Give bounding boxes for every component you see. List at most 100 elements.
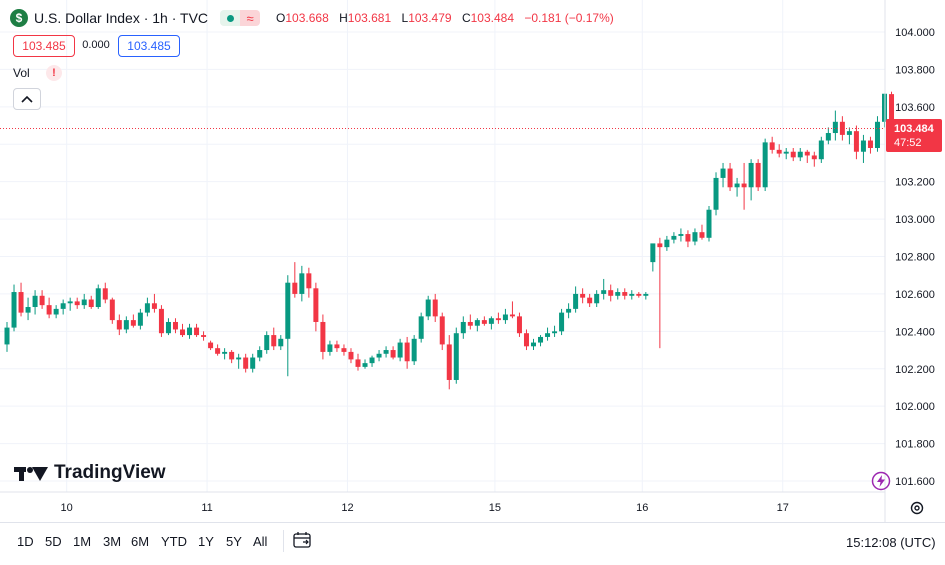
candle-body xyxy=(889,94,895,129)
candle-body xyxy=(194,327,200,336)
candle-body xyxy=(292,282,298,294)
range-button-6m[interactable]: 6M xyxy=(131,534,150,549)
time-tick-label: 10 xyxy=(61,502,73,514)
candle-body xyxy=(109,299,115,321)
collapse-legend-button[interactable] xyxy=(13,88,41,110)
candle-body xyxy=(151,303,157,309)
candle-body xyxy=(734,183,740,188)
candle-body xyxy=(144,303,150,313)
time-tick-label: 15 xyxy=(489,502,501,514)
candle-body xyxy=(818,140,824,160)
change-value: −0.181 (−0.17%) xyxy=(524,11,614,25)
candle-body xyxy=(832,121,838,134)
candle-body xyxy=(741,183,747,188)
last-price-value: 103.484 xyxy=(894,123,934,135)
price-tick-label: 103.800 xyxy=(895,64,935,76)
chevron-up-icon xyxy=(21,95,33,103)
candle-body xyxy=(383,350,389,354)
candle-body xyxy=(165,321,171,334)
candle-body xyxy=(172,321,178,330)
candle-body xyxy=(4,327,10,345)
candle-body xyxy=(552,331,558,334)
range-button-3m[interactable]: 3M xyxy=(103,534,122,549)
candle-body xyxy=(559,312,565,332)
candle-body xyxy=(615,292,621,296)
candle-body xyxy=(573,293,579,309)
time-tick-label: 16 xyxy=(636,502,648,514)
dollar-icon: $ xyxy=(10,9,28,27)
candle-body xyxy=(699,232,705,238)
tradingview-logo[interactable]: TradingView xyxy=(14,462,166,484)
candle-body xyxy=(404,342,410,362)
price-tick-label: 103.200 xyxy=(895,177,935,189)
price-tick-label: 102.600 xyxy=(895,289,935,301)
candle-body xyxy=(18,292,24,313)
market-status-pill[interactable]: ≈ xyxy=(220,10,261,26)
candle-body xyxy=(453,333,459,380)
candlestick-series xyxy=(0,91,895,390)
candle-body xyxy=(418,316,424,339)
buy-price-button[interactable]: 103.485 xyxy=(118,35,180,57)
candle-body xyxy=(67,301,73,304)
candle-body xyxy=(201,335,207,337)
candle-body xyxy=(446,344,452,380)
candle-body xyxy=(566,308,572,313)
range-button-1y[interactable]: 1Y xyxy=(198,534,214,549)
spread-value: 0.000 xyxy=(82,39,110,51)
time-tick-label: 11 xyxy=(201,502,212,514)
candle-body xyxy=(608,290,614,296)
candle-body xyxy=(755,162,761,188)
candle-body xyxy=(250,357,256,369)
settings-gear-icon[interactable] xyxy=(909,500,925,516)
low-key: L xyxy=(401,11,409,25)
sell-price-button[interactable]: 103.485 xyxy=(13,35,75,57)
candle-body xyxy=(432,299,438,317)
price-tick-label: 101.800 xyxy=(895,439,935,451)
range-button-ytd[interactable]: YTD xyxy=(161,534,187,549)
candle-body xyxy=(397,342,403,358)
candle-body xyxy=(460,321,466,334)
alert-icon[interactable]: ! xyxy=(46,65,62,81)
open-key: O xyxy=(276,11,286,25)
calendar-range-icon[interactable] xyxy=(293,531,313,549)
candle-body xyxy=(839,121,845,135)
symbol-title[interactable]: U.S. Dollar Index · 1h · TVC xyxy=(34,10,209,26)
candle-body xyxy=(804,151,810,156)
range-button-all[interactable]: All xyxy=(253,534,268,549)
candle-body xyxy=(481,320,487,324)
candle-body xyxy=(783,151,789,154)
candle-body xyxy=(123,320,129,330)
time-tick-label: 17 xyxy=(777,502,789,514)
range-button-1d[interactable]: 1D xyxy=(17,534,34,549)
candle-body xyxy=(531,342,536,347)
symbol-legend[interactable]: $ U.S. Dollar Index · 1h · TVC ≈ O103.66… xyxy=(10,8,614,28)
price-tick-label: 103.000 xyxy=(895,214,935,226)
candle-body xyxy=(334,344,340,349)
range-button-5d[interactable]: 5D xyxy=(45,534,62,549)
candle-body xyxy=(116,320,122,330)
candle-body xyxy=(713,177,719,210)
toolbar-divider xyxy=(283,530,284,552)
candle-body xyxy=(355,359,361,367)
candle-body xyxy=(46,305,52,315)
range-button-5y[interactable]: 5Y xyxy=(226,534,242,549)
lightning-icon[interactable] xyxy=(871,471,891,491)
candle-body xyxy=(313,288,319,322)
bottom-toolbar xyxy=(0,522,945,565)
candle-body xyxy=(867,140,873,148)
candle-body xyxy=(860,140,866,152)
candle-body xyxy=(685,234,691,242)
candle-body xyxy=(776,149,782,154)
candle-body xyxy=(587,297,593,304)
candle-body xyxy=(229,351,235,360)
volume-label[interactable]: Vol xyxy=(13,66,30,80)
candle-body xyxy=(243,357,249,369)
range-button-1m[interactable]: 1M xyxy=(73,534,92,549)
logo-text: TradingView xyxy=(54,462,166,483)
candle-body xyxy=(278,338,284,347)
candle-body xyxy=(790,151,796,158)
candle-body xyxy=(180,329,185,336)
utc-clock[interactable]: 15:12:08 (UTC) xyxy=(846,535,936,550)
candle-body xyxy=(502,314,508,321)
